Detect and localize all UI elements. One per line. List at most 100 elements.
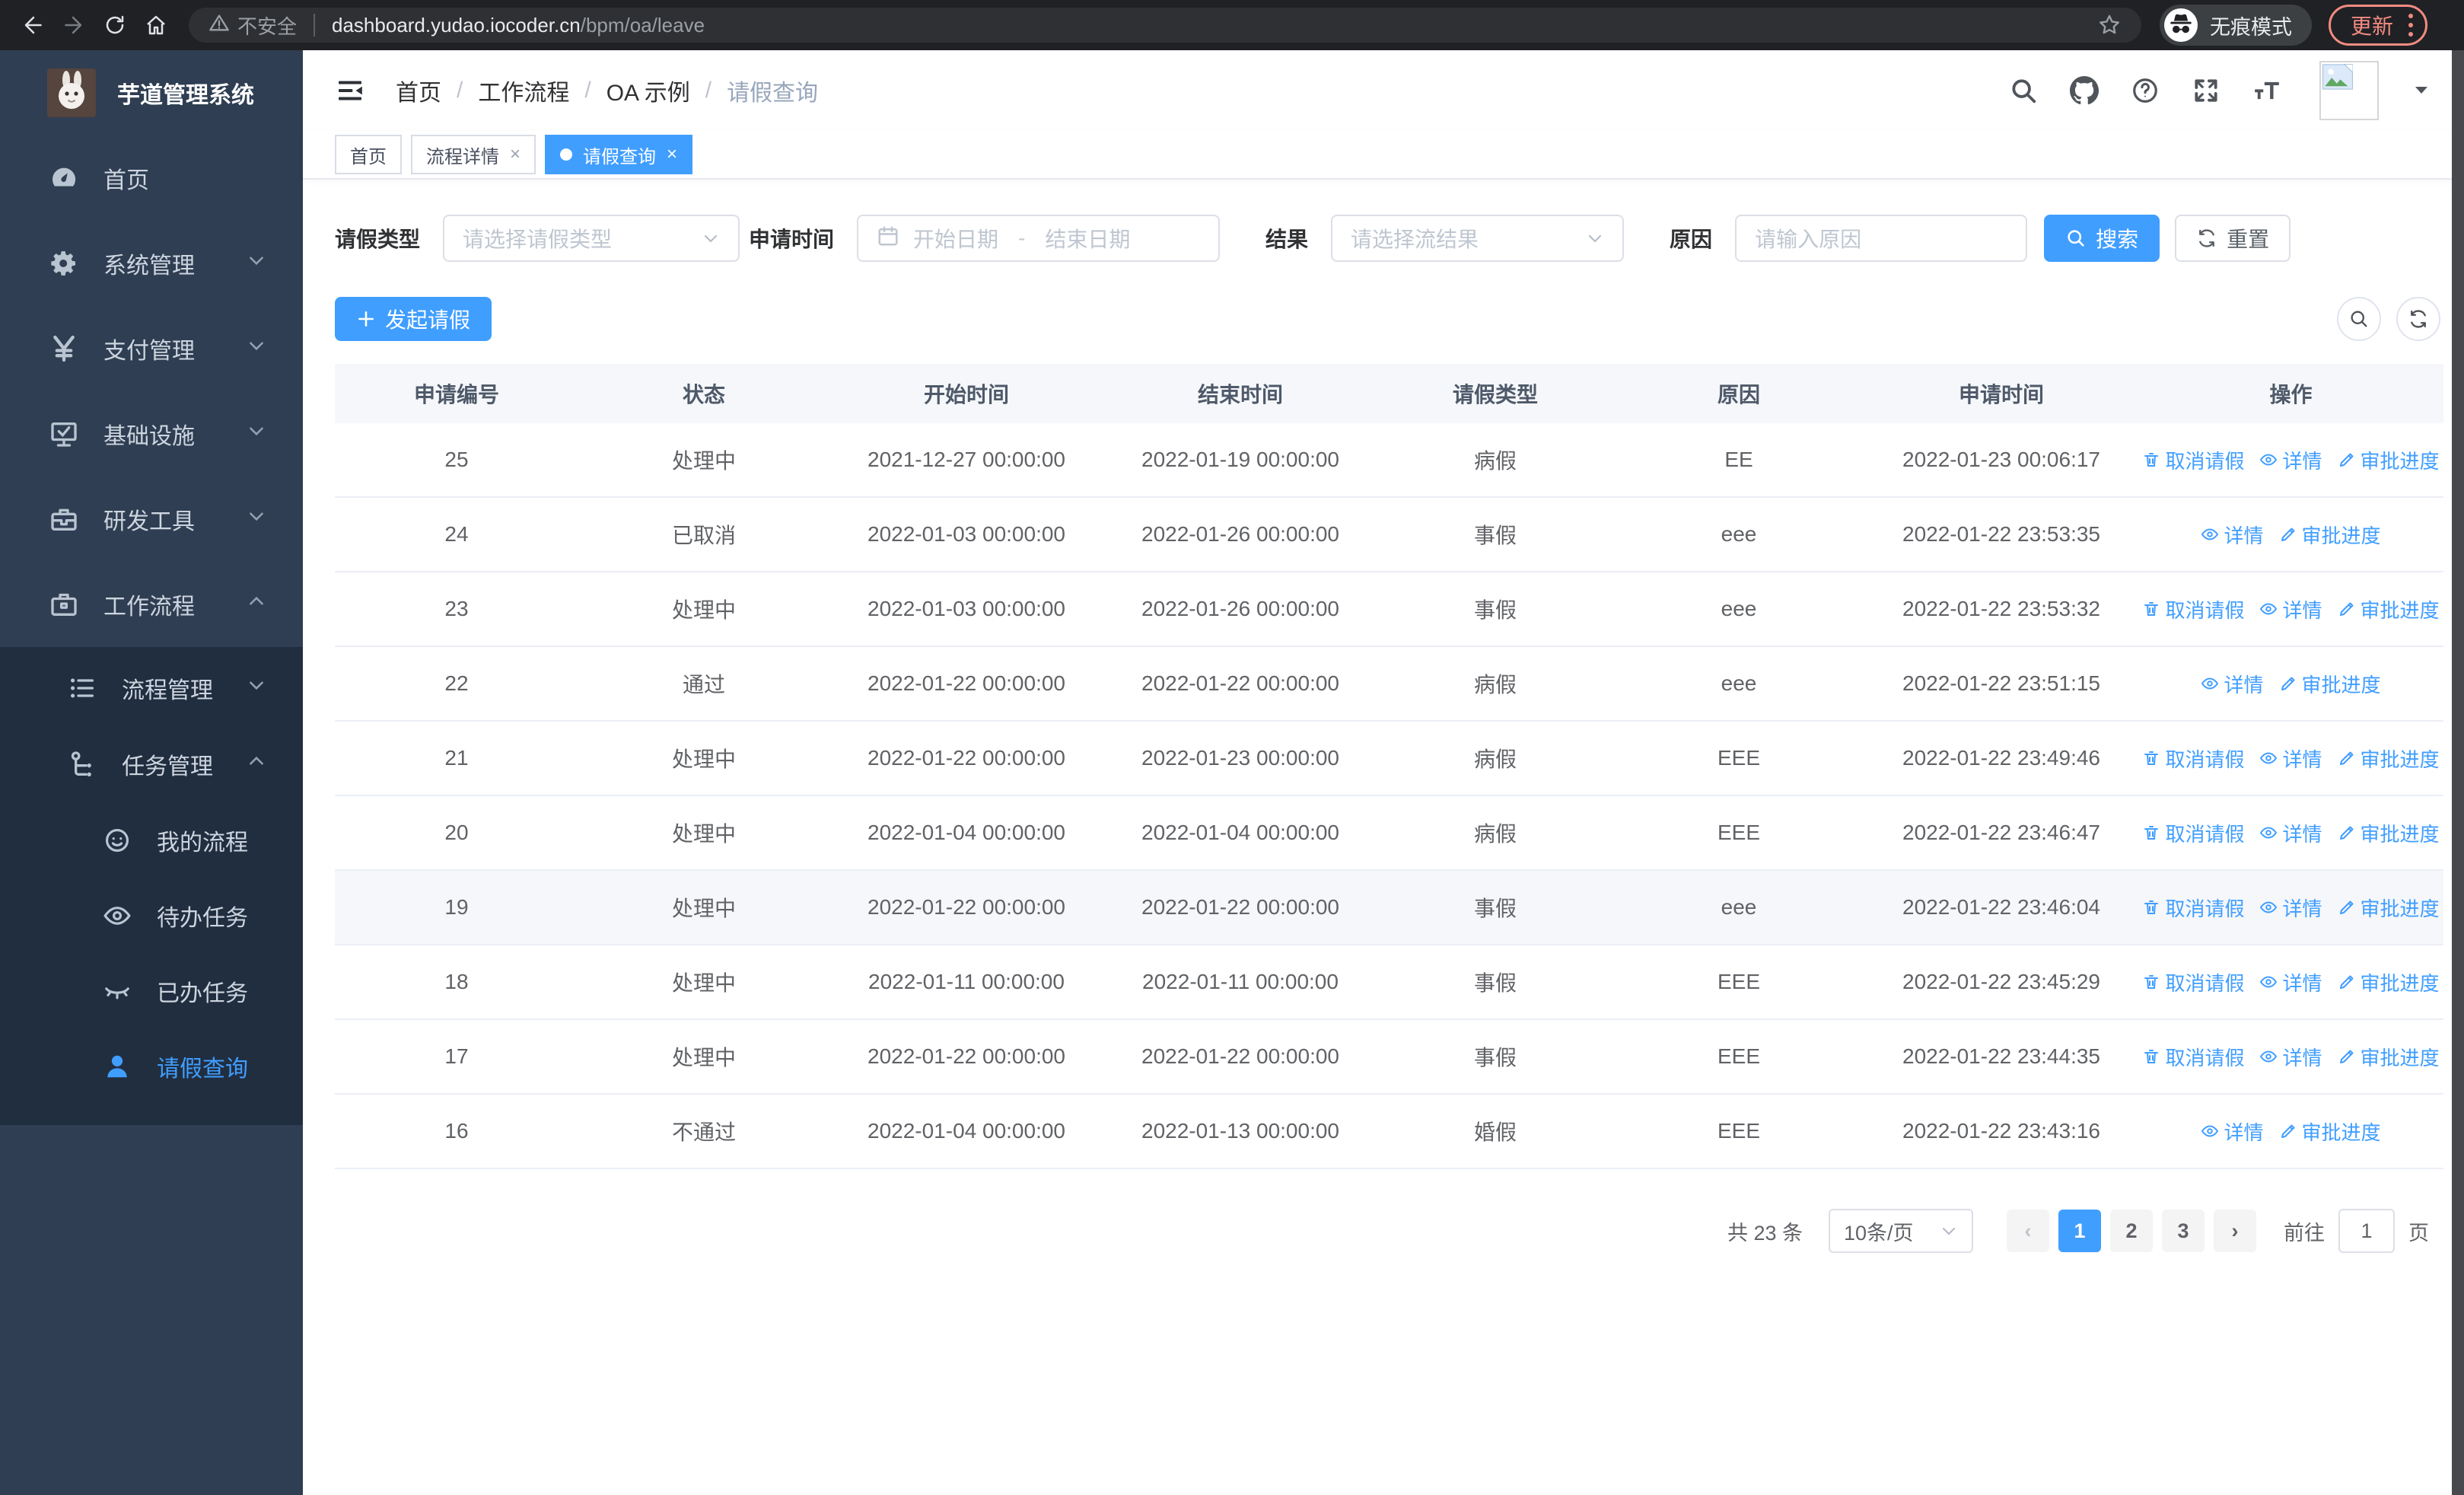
action-cancel-link[interactable]: 取消请假 (2142, 595, 2244, 623)
sidebar-item-payment[interactable]: 支付管理 (0, 306, 303, 391)
page-size-select[interactable]: 10条/页 (1829, 1209, 1973, 1253)
tab-process-detail[interactable]: 流程详情 × (411, 135, 536, 174)
action-progress-link[interactable]: 审批进度 (2338, 744, 2440, 773)
close-icon[interactable]: × (667, 144, 678, 164)
search-icon[interactable] (2009, 76, 2038, 105)
github-icon[interactable] (2070, 76, 2099, 105)
apply-time-range-picker[interactable]: 开始日期 - 结束日期 (857, 215, 1221, 262)
url-path[interactable]: /bpm/oa/leave (580, 13, 705, 37)
action-cancel-link[interactable]: 取消请假 (2142, 894, 2244, 922)
action-detail-link[interactable]: 详情 (2259, 744, 2322, 773)
sidebar-item-label: 首页 (103, 168, 149, 193)
browser-menu-icon[interactable] (2407, 12, 2415, 38)
table-row[interactable]: 24 已取消 2022-01-03 00:00:00 2022-01-26 00:00… (335, 498, 2443, 572)
search-button[interactable]: 搜索 (2044, 215, 2160, 262)
reason-input[interactable]: 请输入原因 (1735, 215, 2028, 262)
browser-reload-icon[interactable] (94, 5, 135, 46)
prev-page-button[interactable]: ‹ (2007, 1210, 2049, 1252)
not-secure-warning-icon[interactable] (209, 12, 230, 39)
table-row[interactable]: 19 处理中 2022-01-22 00:00:00 2022-01-22 00:00… (335, 871, 2443, 945)
sidebar-item-home[interactable]: 首页 (0, 135, 303, 221)
table-row[interactable]: 21 处理中 2022-01-22 00:00:00 2022-01-23 00:00… (335, 722, 2443, 796)
action-detail-link[interactable]: 详情 (2259, 595, 2322, 623)
action-detail-link[interactable]: 详情 (2259, 1043, 2322, 1071)
table-row[interactable]: 16 不通过 2022-01-04 00:00:00 2022-01-13 00:00… (335, 1095, 2443, 1169)
avatar-caret-icon[interactable] (2412, 84, 2431, 97)
sidebar-fold-icon[interactable] (335, 75, 365, 106)
sidebar-item-task-mgmt[interactable]: 任务管理 (0, 726, 303, 802)
app-logo-row[interactable]: 芋道管理系统 (0, 50, 303, 135)
address-bar[interactable]: 不安全 dashboard.yudao.iocoder.cn/bpm/oa/le… (189, 8, 2141, 43)
help-icon[interactable] (2131, 76, 2160, 105)
browser-back-icon[interactable] (12, 5, 53, 46)
cell-reason: eee (1721, 597, 1757, 620)
action-detail-link[interactable]: 详情 (2259, 968, 2322, 996)
sidebar-item-process-mgmt[interactable]: 流程管理 (0, 650, 303, 726)
sidebar-item-done-tasks[interactable]: 已办任务 (0, 953, 303, 1028)
start-date-placeholder[interactable]: 开始日期 (913, 228, 999, 251)
page-button-1[interactable]: 1 (2058, 1210, 2101, 1252)
breadcrumb-home[interactable]: 首页 (396, 81, 441, 106)
action-cancel-link[interactable]: 取消请假 (2142, 1043, 2244, 1071)
action-detail-link[interactable]: 详情 (2201, 1117, 2264, 1146)
browser-update-button[interactable]: 更新 (2329, 5, 2428, 46)
result-select[interactable]: 请选择流结果 (1331, 215, 1625, 262)
table-row[interactable]: 22 通过 2022-01-22 00:00:00 2022-01-22 00:00:… (335, 647, 2443, 722)
action-progress-link[interactable]: 审批进度 (2279, 670, 2381, 698)
font-size-icon[interactable] (2252, 76, 2281, 105)
sidebar-item-infra[interactable]: 基础设施 (0, 391, 303, 477)
action-detail-link[interactable]: 详情 (2259, 446, 2322, 474)
reset-button[interactable]: 重置 (2175, 215, 2291, 262)
jump-page-input[interactable] (2338, 1209, 2395, 1253)
action-cancel-link[interactable]: 取消请假 (2142, 819, 2244, 847)
close-icon[interactable]: × (510, 144, 521, 164)
url-host[interactable]: dashboard.yudao.iocoder.cn (332, 13, 581, 37)
table-row[interactable]: 25 处理中 2021-12-27 00:00:00 2022-01-19 00:00… (335, 423, 2443, 498)
action-detail-link[interactable]: 详情 (2259, 894, 2322, 922)
tab-leave-query[interactable]: 请假查询 × (545, 135, 693, 174)
page-button-3[interactable]: 3 (2162, 1210, 2205, 1252)
table-search-toggle-icon[interactable] (2337, 297, 2381, 341)
action-progress-link[interactable]: 审批进度 (2338, 1043, 2440, 1071)
action-progress-link[interactable]: 审批进度 (2338, 595, 2440, 623)
security-label[interactable]: 不安全 (237, 14, 298, 38)
end-date-placeholder[interactable]: 结束日期 (1045, 228, 1131, 251)
browser-scrollbar[interactable] (2452, 50, 2464, 1495)
avatar[interactable] (2319, 61, 2379, 120)
action-detail-link[interactable]: 详情 (2201, 670, 2264, 698)
table-row[interactable]: 23 处理中 2022-01-03 00:00:00 2022-01-26 00:00… (335, 572, 2443, 647)
browser-forward-icon[interactable] (53, 5, 94, 46)
action-detail-link[interactable]: 详情 (2259, 819, 2322, 847)
table-refresh-icon[interactable] (2396, 297, 2440, 341)
breadcrumb-workflow[interactable]: 工作流程 (478, 81, 570, 106)
breadcrumb-oa-example[interactable]: OA 示例 (606, 81, 690, 106)
fullscreen-icon[interactable] (2192, 76, 2220, 105)
sidebar-item-workflow[interactable]: 工作流程 (0, 562, 303, 647)
table-row[interactable]: 17 处理中 2022-01-22 00:00:00 2022-01-22 00:00… (335, 1020, 2443, 1095)
sidebar-item-todo-tasks[interactable]: 待办任务 (0, 878, 303, 953)
sidebar-item-my-process[interactable]: 我的流程 (0, 802, 303, 878)
update-label[interactable]: 更新 (2351, 14, 2394, 38)
action-progress-link[interactable]: 审批进度 (2338, 968, 2440, 996)
leave-type-select[interactable]: 请选择请假类型 (443, 215, 740, 262)
sidebar-item-system[interactable]: 系统管理 (0, 221, 303, 306)
action-cancel-link[interactable]: 取消请假 (2142, 744, 2244, 773)
action-progress-link[interactable]: 审批进度 (2279, 1117, 2381, 1146)
sidebar-item-devtools[interactable]: 研发工具 (0, 477, 303, 562)
sidebar-item-leave-query[interactable]: 请假查询 (0, 1028, 303, 1104)
table-row[interactable]: 18 处理中 2022-01-11 00:00:00 2022-01-11 00:00… (335, 945, 2443, 1020)
action-cancel-link[interactable]: 取消请假 (2142, 968, 2244, 996)
action-progress-link[interactable]: 审批进度 (2338, 819, 2440, 847)
bookmark-star-icon[interactable] (2097, 13, 2122, 37)
table-row[interactable]: 20 处理中 2022-01-04 00:00:00 2022-01-04 00:00… (335, 796, 2443, 871)
action-detail-link[interactable]: 详情 (2201, 521, 2264, 549)
browser-home-icon[interactable] (135, 5, 177, 46)
action-progress-link[interactable]: 审批进度 (2338, 894, 2440, 922)
action-progress-link[interactable]: 审批进度 (2338, 446, 2440, 474)
action-progress-link[interactable]: 审批进度 (2279, 521, 2381, 549)
action-cancel-link[interactable]: 取消请假 (2142, 446, 2244, 474)
create-leave-button[interactable]: 发起请假 (335, 297, 492, 341)
tab-home[interactable]: 首页 (335, 135, 402, 174)
next-page-button[interactable]: › (2214, 1210, 2256, 1252)
page-button-2[interactable]: 2 (2110, 1210, 2153, 1252)
